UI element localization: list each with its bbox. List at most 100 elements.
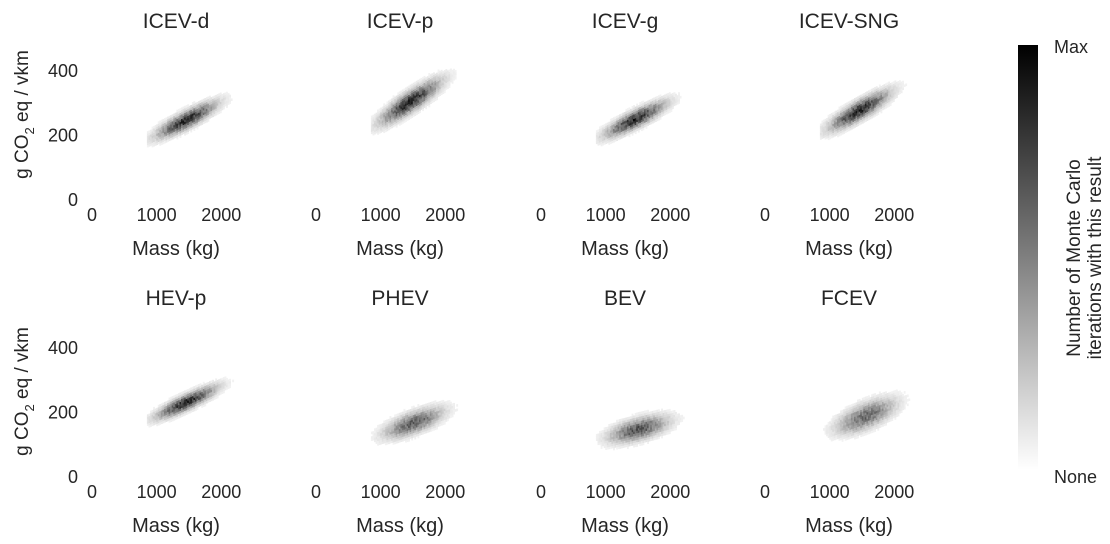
colorbar-max-label: Max (1054, 37, 1088, 57)
heatmap-cell (885, 423, 887, 426)
heatmap-cell (452, 81, 454, 84)
heatmap-cell (223, 391, 225, 394)
heatmap-cell (902, 88, 904, 91)
x-tick-label: 0 (311, 205, 321, 225)
x-tick-label: 2000 (650, 205, 690, 225)
heatmap-cell (223, 107, 225, 110)
panel-title: ICEV-p (367, 10, 434, 33)
y-axis-label-part: eq / vkm (12, 327, 33, 404)
x-tick-label: 1000 (137, 482, 177, 502)
heatmap-cell (231, 98, 233, 101)
x-tick-label: 0 (536, 482, 546, 502)
panel-icev-p: ICEV-p0 1000 2000Mass (kg) (311, 10, 465, 260)
heatmap-cell (455, 70, 457, 73)
heatmap-cell (229, 383, 231, 386)
heatmap-cell (436, 98, 438, 101)
x-tick-label: 0 (760, 482, 770, 502)
colorbar: Max None Number of Monte Carlo iteration… (1018, 37, 1106, 487)
heatmap-cell (902, 81, 904, 84)
y-axis-label-part: g CO (12, 134, 33, 178)
heatmap-cell (417, 436, 419, 439)
x-tick-label: 2000 (650, 482, 690, 502)
y-tick-label: 400 (48, 338, 78, 358)
x-tick-label: 1000 (586, 205, 626, 225)
heatmap-cell (396, 125, 398, 128)
heatmap-cell (197, 407, 199, 410)
heatmap-cells (147, 376, 234, 427)
heatmap-cell (672, 107, 674, 110)
heatmap-cells (596, 409, 685, 451)
heatmap-cell (683, 417, 685, 420)
heatmap-cell (444, 91, 446, 94)
heatmap-cell (456, 404, 458, 407)
y-axis-label: g CO2 eq / vkm (12, 50, 37, 179)
colorbar-label-line2: iterations with this result (1085, 156, 1106, 359)
heatmap-cell (678, 422, 680, 425)
heatmap-cell (907, 404, 909, 407)
y-axis-label-part: eq / vkm (12, 50, 33, 127)
x-tick-label: 1000 (137, 205, 177, 225)
heatmap-cell (444, 422, 446, 425)
heatmap-cell (455, 72, 457, 75)
heatmap-cell (180, 135, 182, 138)
panel-phev: PHEV0 1000 2000Mass (kg) (311, 287, 465, 537)
x-axis-label: Mass (kg) (356, 515, 444, 537)
heatmap-cell (646, 126, 648, 129)
x-tick-label: 1000 (810, 482, 850, 502)
heatmap-cell (627, 447, 629, 450)
y-axis-label-subscript: 2 (22, 127, 37, 134)
x-tick-label: 2000 (201, 482, 241, 502)
panel-hev-p: HEV-p0 1000 2000Mass (kg)0200400g CO2 eq /… (12, 287, 241, 537)
panel-icev-sng: ICEV-SNG0 1000 2000Mass (kg) (760, 10, 914, 260)
heatmap-cell (207, 119, 209, 122)
heatmap-cell (660, 117, 662, 120)
heatmap-cell (905, 84, 907, 87)
x-tick-label: 0 (87, 205, 97, 225)
x-axis-label: Mass (kg) (132, 515, 220, 537)
heatmap-cell (229, 95, 231, 98)
panel-bev: BEV0 1000 2000Mass (kg) (536, 287, 690, 537)
colorbar-label-line1: Number of Monte Carlo (1064, 159, 1085, 356)
x-tick-label: 2000 (425, 482, 465, 502)
heatmap-cell (638, 130, 640, 133)
heatmap-cell (455, 77, 457, 80)
heatmap-cell (669, 432, 671, 435)
y-tick-label: 200 (48, 402, 78, 422)
heatmap-cells (820, 80, 907, 140)
x-axis-label: Mass (kg) (581, 238, 669, 260)
x-tick-label: 0 (536, 205, 546, 225)
heatmap-cell (635, 132, 637, 135)
panel-icev-g: ICEV-g 0 1000 2000 Mass (kg) (536, 10, 690, 260)
panels: ICEV-d0 1000 2000Mass (kg)0200400g CO2 eq … (12, 10, 914, 537)
x-tick-label: 2000 (874, 482, 914, 502)
heatmap-cell (601, 446, 603, 449)
y-axis-label: g CO2 eq / vkm (12, 327, 37, 456)
heatmap-cells (371, 400, 458, 446)
y-tick-label: 400 (48, 61, 78, 81)
colorbar-gradient (1018, 45, 1038, 470)
heatmap-cell (449, 85, 451, 88)
heatmap-cell (226, 105, 228, 108)
x-tick-label: 0 (87, 482, 97, 502)
x-tick-label: 1000 (586, 482, 626, 502)
y-axis-label-subscript: 2 (22, 404, 37, 411)
heatmap-cell (901, 410, 903, 413)
x-tick-label: 2000 (874, 205, 914, 225)
heatmap-cell (636, 444, 638, 447)
panel-title: ICEV-d (143, 10, 210, 33)
heatmap-cell (678, 101, 680, 104)
x-tick-label: 0 (760, 205, 770, 225)
heatmap-cell (898, 414, 900, 417)
heatmap-cell (658, 437, 660, 440)
x-axis-label: Mass (kg) (805, 238, 893, 260)
x-tick-label: 1000 (361, 205, 401, 225)
x-tick-label: 2000 (201, 205, 241, 225)
heatmap-cell (447, 419, 449, 422)
heatmap-cell (453, 403, 455, 406)
heatmap-cell (678, 92, 680, 95)
x-tick-label: 2000 (425, 205, 465, 225)
heatmap-cell (680, 96, 682, 99)
panel-title: ICEV-SNG (799, 10, 899, 33)
heatmap-cell (675, 428, 677, 431)
panel-title: ICEV-g (592, 10, 659, 33)
